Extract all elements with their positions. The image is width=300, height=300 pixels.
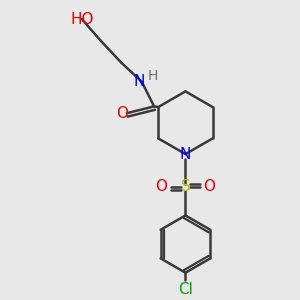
Text: HO: HO [70,12,94,27]
Text: N: N [134,74,145,89]
Text: S: S [181,179,190,194]
Text: O: O [203,179,215,194]
Text: O: O [155,179,167,194]
Text: H: H [148,69,158,83]
Text: N: N [180,147,191,162]
Text: Cl: Cl [178,282,193,297]
Text: O: O [116,106,128,121]
